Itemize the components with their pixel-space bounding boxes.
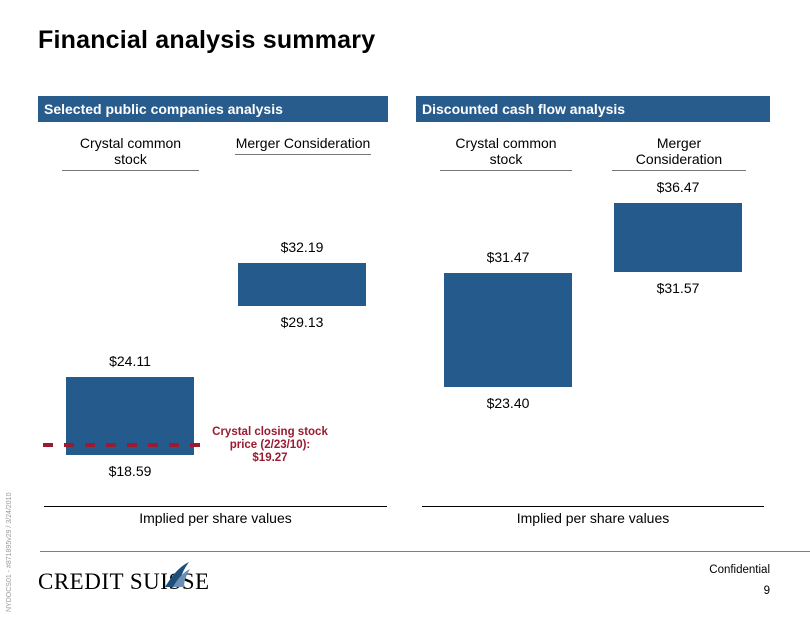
column-header-crystal-common-stock: Crystal common stock [440,135,572,171]
annotation-line: price (2/23/10): [229,439,311,451]
panel-header-dcf: Discounted cash flow analysis [416,96,770,122]
annotation-line: $19.27 [252,452,288,464]
panel-header-public-companies: Selected public companies analysis [38,96,388,122]
document-id: NYDOCS01 - #871895v29 / 3/24/2010 [6,492,13,612]
low-value-label: $29.13 [280,314,324,331]
range-bar [444,273,572,388]
high-value-label: $32.19 [280,239,324,256]
high-value-label: $36.47 [656,179,700,195]
range-bar [66,377,194,455]
page-number: 9 [763,585,770,597]
footer-divider [40,551,810,552]
low-value-label: $18.59 [108,463,152,479]
range-bar [614,203,742,273]
axis-label: Implied per share values [516,510,670,526]
high-value-label: $31.47 [486,249,530,266]
low-value-label: $23.40 [486,395,530,412]
low-value-label: $31.57 [656,280,700,297]
closing-price-annotation: Crystal closing stock price (2/23/10): $… [200,426,340,465]
axis-line [44,506,387,507]
axis-label: Implied per share values [139,510,292,526]
axis-line [422,506,764,507]
closing-price-line [43,443,206,447]
range-bar [238,263,366,307]
high-value-label: $24.11 [109,353,151,370]
annotation-line: Crystal closing stock [212,426,328,438]
column-header-merger-consideration: Merger Consideration [612,135,746,171]
confidential-label: Confidential [709,564,770,576]
column-header-crystal-common-stock: Crystal common stock [62,135,199,171]
sail-logo-icon [165,562,190,587]
column-header-merger-consideration: Merger Consideration [235,135,371,155]
page-title: Financial analysis summary [38,26,376,54]
